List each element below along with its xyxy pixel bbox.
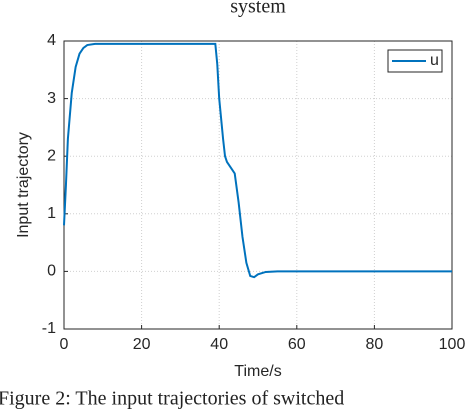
y-axis-label: Input trajectory	[15, 132, 32, 238]
y-tick-label: 2	[47, 147, 56, 164]
y-tick-label: 4	[47, 32, 56, 49]
x-tick-label: 0	[60, 336, 69, 353]
x-axis-label: Time/s	[234, 363, 281, 380]
x-tick-label: 60	[288, 336, 306, 353]
x-tick-label: 100	[439, 336, 466, 353]
x-tick-label: 80	[366, 336, 384, 353]
axes-box	[63, 40, 453, 330]
y-tick-label: -1	[42, 320, 56, 337]
line-series	[63, 42, 452, 279]
caption: Figure 2: The input trajectories of swit…	[0, 388, 344, 409]
legend-label: u	[430, 52, 439, 69]
y-tick-label: 0	[47, 263, 56, 280]
plot-area	[64, 41, 452, 329]
x-tick-label: 40	[210, 336, 228, 353]
x-tick-label: 20	[133, 336, 151, 353]
chart-title: system	[230, 0, 286, 18]
y-tick-label: 3	[47, 90, 56, 107]
y-tick-label: 1	[47, 205, 56, 222]
